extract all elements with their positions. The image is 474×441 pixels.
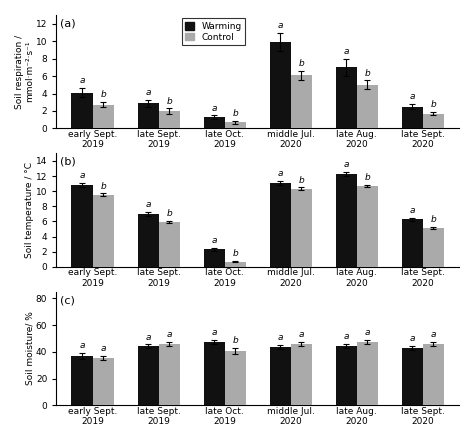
Text: a: a xyxy=(166,330,172,339)
Bar xyxy=(92,105,114,128)
Bar xyxy=(291,344,312,405)
Text: b: b xyxy=(166,209,172,218)
Bar xyxy=(401,219,423,267)
Text: a: a xyxy=(79,76,85,86)
Bar xyxy=(270,183,291,267)
Bar xyxy=(203,117,225,128)
Bar xyxy=(159,111,180,128)
Bar xyxy=(203,250,225,267)
Text: b: b xyxy=(365,69,370,78)
Bar xyxy=(137,103,159,128)
Text: (b): (b) xyxy=(60,157,76,167)
Text: b: b xyxy=(100,90,106,99)
Bar xyxy=(270,347,291,405)
Text: a: a xyxy=(100,344,106,353)
Bar xyxy=(225,122,246,128)
Text: a: a xyxy=(299,330,304,339)
Text: a: a xyxy=(211,328,217,337)
Text: (c): (c) xyxy=(60,295,75,305)
Text: a: a xyxy=(410,206,415,215)
Text: a: a xyxy=(343,47,349,56)
Text: a: a xyxy=(79,341,85,350)
Y-axis label: Soil respiration /
mmol·m⁻²·s⁻¹: Soil respiration / mmol·m⁻²·s⁻¹ xyxy=(15,35,35,109)
Bar xyxy=(72,356,92,405)
Bar xyxy=(336,67,356,128)
Text: a: a xyxy=(343,160,349,169)
Bar xyxy=(159,344,180,405)
Bar xyxy=(423,228,444,267)
Bar xyxy=(356,186,378,267)
Y-axis label: Soil moisture/ %: Soil moisture/ % xyxy=(26,311,35,385)
Text: a: a xyxy=(410,334,415,343)
Bar xyxy=(225,262,246,267)
Bar xyxy=(92,358,114,405)
Text: b: b xyxy=(166,97,172,105)
Text: b: b xyxy=(232,109,238,118)
Text: a: a xyxy=(410,92,415,101)
Bar xyxy=(203,342,225,405)
Text: a: a xyxy=(430,330,436,339)
Text: b: b xyxy=(365,173,370,182)
Text: b: b xyxy=(430,215,436,224)
Y-axis label: Soil temperature / °C: Soil temperature / °C xyxy=(26,162,35,258)
Text: a: a xyxy=(277,333,283,342)
Bar xyxy=(336,346,356,405)
Bar xyxy=(291,75,312,128)
Bar xyxy=(225,351,246,405)
Bar xyxy=(401,348,423,405)
Text: a: a xyxy=(211,236,217,245)
Bar xyxy=(401,107,423,128)
Text: b: b xyxy=(430,100,436,109)
Text: a: a xyxy=(146,200,151,209)
Bar xyxy=(137,347,159,405)
Bar xyxy=(423,344,444,405)
Text: b: b xyxy=(298,59,304,68)
Bar xyxy=(356,85,378,128)
Legend: Warming, Control: Warming, Control xyxy=(182,19,246,45)
Text: a: a xyxy=(146,333,151,342)
Bar xyxy=(159,222,180,267)
Bar xyxy=(423,114,444,128)
Text: b: b xyxy=(232,336,238,345)
Bar xyxy=(92,195,114,267)
Text: a: a xyxy=(211,104,217,112)
Text: b: b xyxy=(232,249,238,258)
Bar xyxy=(356,342,378,405)
Bar xyxy=(72,93,92,128)
Text: a: a xyxy=(277,22,283,30)
Text: (a): (a) xyxy=(60,19,76,28)
Text: b: b xyxy=(100,182,106,191)
Text: a: a xyxy=(343,332,349,341)
Text: a: a xyxy=(146,88,151,97)
Bar xyxy=(137,214,159,267)
Bar xyxy=(72,185,92,267)
Text: a: a xyxy=(365,328,370,337)
Text: a: a xyxy=(277,169,283,178)
Bar xyxy=(270,42,291,128)
Text: b: b xyxy=(298,176,304,185)
Bar xyxy=(336,174,356,267)
Bar xyxy=(291,189,312,267)
Text: a: a xyxy=(79,171,85,180)
